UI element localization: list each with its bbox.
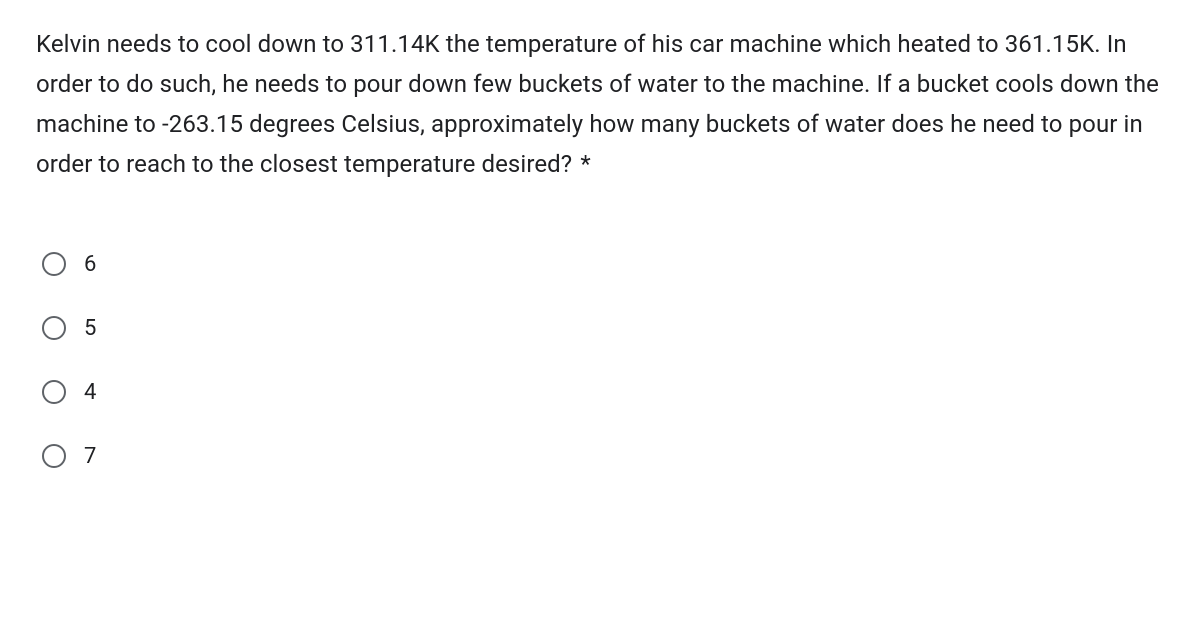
option-row[interactable]: 7 [36, 424, 1164, 488]
radio-icon[interactable] [42, 444, 66, 468]
options-group: 6 5 4 7 [36, 232, 1164, 488]
radio-icon[interactable] [42, 252, 66, 276]
radio-icon[interactable] [42, 380, 66, 404]
option-label: 6 [84, 252, 96, 277]
option-row[interactable]: 6 [36, 232, 1164, 296]
option-row[interactable]: 5 [36, 296, 1164, 360]
radio-icon[interactable] [42, 316, 66, 340]
option-label: 4 [84, 380, 96, 405]
question-text: Kelvin needs to cool down to 311.14K the… [36, 24, 1164, 184]
question-container: Kelvin needs to cool down to 311.14K the… [0, 0, 1200, 488]
option-row[interactable]: 4 [36, 360, 1164, 424]
option-label: 5 [84, 316, 96, 341]
option-label: 7 [84, 444, 96, 469]
question-body: Kelvin needs to cool down to 311.14K the… [36, 30, 1159, 178]
required-marker: * [580, 150, 590, 178]
